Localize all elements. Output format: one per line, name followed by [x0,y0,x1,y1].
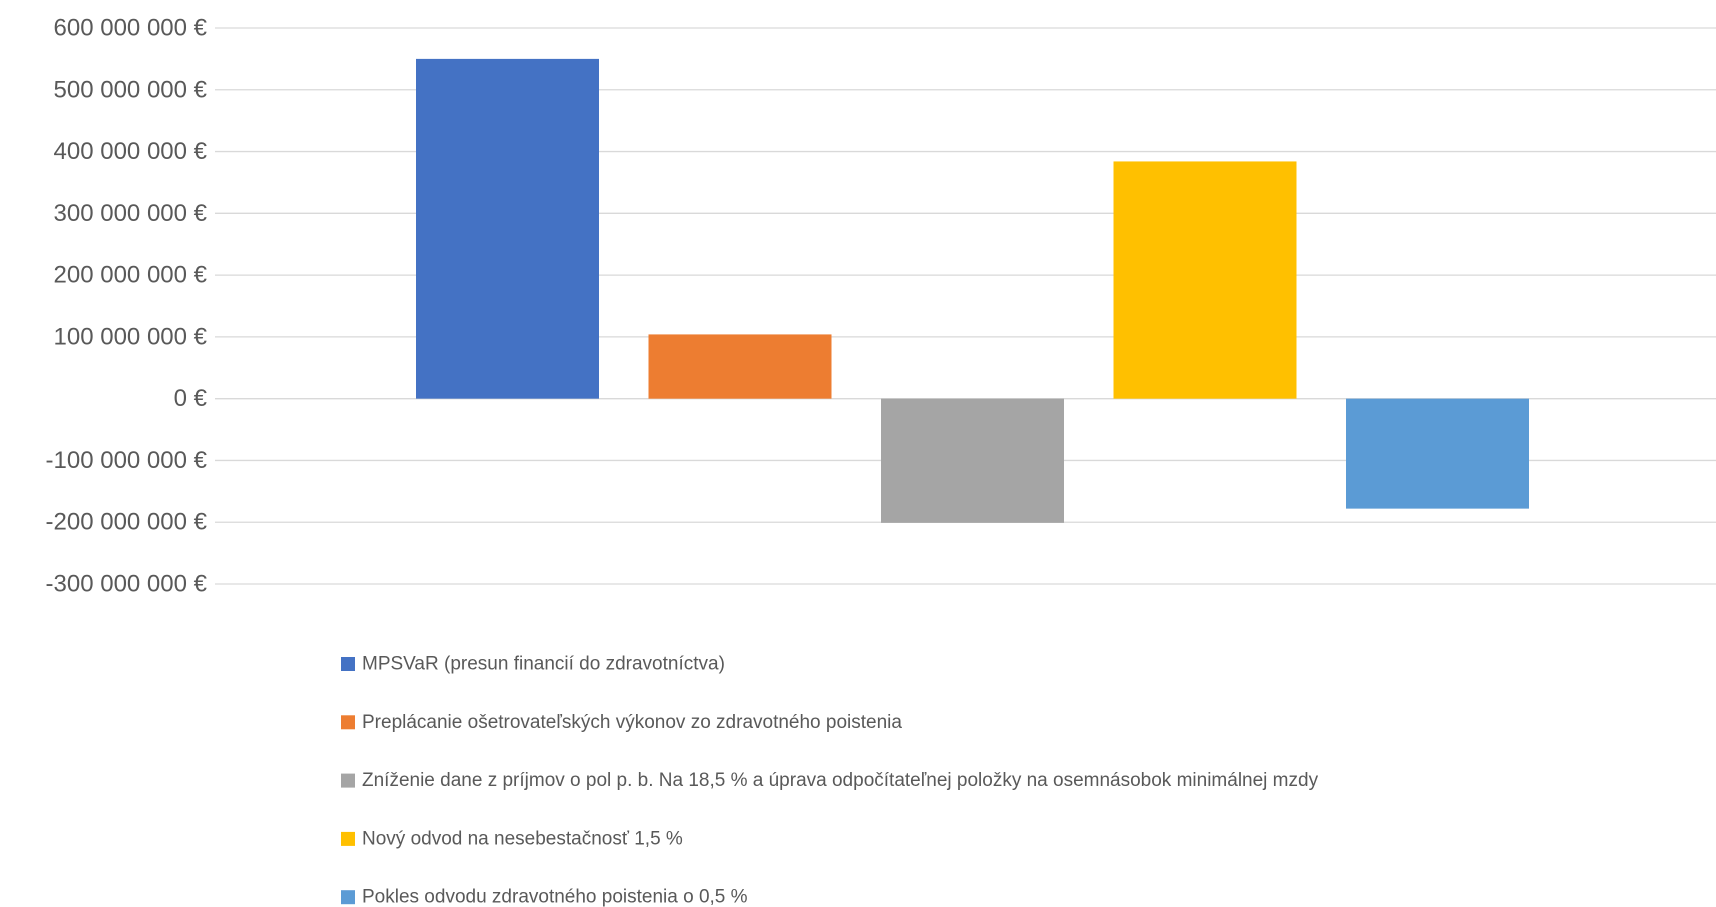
y-tick-label: 400 000 000 € [54,138,208,165]
legend-swatch [341,890,355,905]
bar [416,58,599,399]
y-tick-label: 300 000 000 € [54,200,208,227]
bar [1113,161,1297,399]
legend-label: Nový odvod na nesebestačnosť 1,5 % [362,828,683,849]
bar [1346,398,1529,509]
y-tick-label: -200 000 000 € [46,509,208,536]
bar [881,398,1064,523]
legend-label: MPSVaR (presun financií do zdravotníctva… [362,654,725,675]
y-tick-label: 200 000 000 € [54,262,208,289]
y-tick-label: -100 000 000 € [46,447,208,474]
bars [416,58,1529,523]
y-tick-label: 500 000 000 € [54,76,208,103]
legend-swatch [341,773,355,788]
bar [648,334,832,399]
legend-swatch [341,657,355,671]
y-tick-label: -300 000 000 € [46,571,208,598]
y-tick-label: 0 € [174,385,208,412]
legend-swatch [341,715,355,730]
y-tick-label: 100 000 000 € [54,323,208,350]
y-axis: 600 000 000 € 500 000 000 € 400 000 000 € 3… [46,15,208,598]
legend-label: Preplácanie ošetrovateľských výkonov zo … [362,712,902,733]
legend-label: Pokles odvodu zdravotného poistenia o 0,… [362,887,748,907]
legend-swatch [341,831,355,846]
y-tick-label: 600 000 000 € [54,15,208,42]
legend-label: Zníženie dane z príjmov o pol p. b. Na 1… [362,770,1319,791]
legend: MPSVaR (presun financií do zdravotníctva… [341,654,1319,907]
